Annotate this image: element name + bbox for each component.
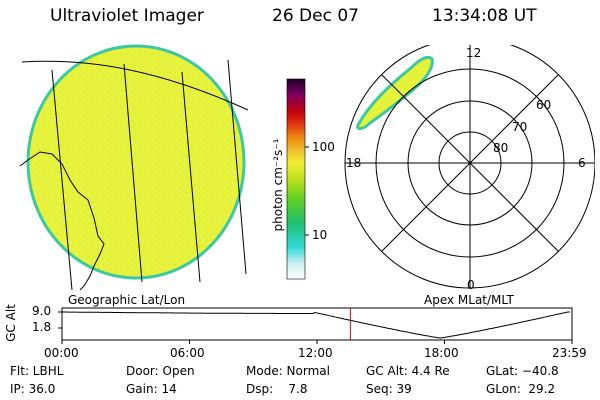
mlat-label-70: 70	[512, 120, 528, 134]
mlt-label-0: 0	[467, 278, 475, 292]
colorbar	[286, 78, 309, 280]
altitude-tick-9: 9.0	[32, 304, 52, 318]
colorbar-tick-label-100: 100	[312, 140, 335, 154]
door-info: Door: Open	[126, 364, 195, 378]
mode-info: Mode: Normal	[246, 364, 330, 378]
date-label: 26 Dec 07	[272, 6, 359, 26]
altitude-axis-label: GC Alt	[3, 304, 18, 342]
glon-info: GLon: 29.2	[486, 382, 556, 396]
time-tick-0600: 06:00	[170, 346, 205, 360]
mlt-label-6: 6	[578, 156, 586, 170]
colorbar-unit-label: photon cm⁻²s⁻¹	[271, 138, 285, 232]
time-tick-0000: 00:00	[44, 346, 79, 360]
filter-info: Flt: LBHL	[10, 364, 64, 378]
longitude-line	[181, 71, 201, 283]
longitude-line	[51, 69, 73, 290]
time-tick-2359: 23:59	[552, 346, 587, 360]
dsp-info: Dsp: 7.8	[246, 382, 308, 396]
ip-info: IP: 36.0	[10, 382, 56, 396]
polar-caption: Apex MLat/MLT	[424, 293, 514, 307]
geographic-image-panel	[19, 44, 249, 290]
time-label: 13:34:08 UT	[432, 6, 537, 26]
colorbar-gradient	[286, 78, 306, 280]
longitude-line	[227, 59, 247, 275]
time-tick-1200: 12:00	[298, 346, 333, 360]
auroral-emission-patch	[356, 55, 434, 131]
mlat-label-60: 60	[536, 98, 552, 112]
longitude-line	[123, 63, 143, 283]
time-tick-1800: 18:00	[424, 346, 459, 360]
instrument-title: Ultraviolet Imager	[50, 6, 204, 26]
colorbar-tick-label-10: 10	[312, 228, 328, 242]
geographic-caption: Geographic Lat/Lon	[68, 293, 186, 307]
mlt-label-12: 12	[466, 46, 482, 60]
altitude-strip	[58, 307, 573, 344]
uv-image-disk	[26, 44, 246, 280]
latitude-line	[21, 60, 249, 111]
mlat-label-80: 80	[493, 141, 509, 155]
polar-plot-panel	[344, 45, 595, 289]
mlt-label-18: 18	[346, 156, 362, 170]
glat-info: GLat: −40.8	[486, 364, 559, 378]
coastline	[27, 151, 105, 290]
gain-info: Gain: 14	[126, 382, 177, 396]
altitude-curve	[62, 311, 570, 339]
gc-alt-info: GC Alt: 4.4 Re	[366, 364, 450, 378]
mlt-line-diagonal	[381, 74, 559, 252]
altitude-tick-1-8: 1.8	[32, 320, 52, 334]
seq-info: Seq: 39	[366, 382, 412, 396]
